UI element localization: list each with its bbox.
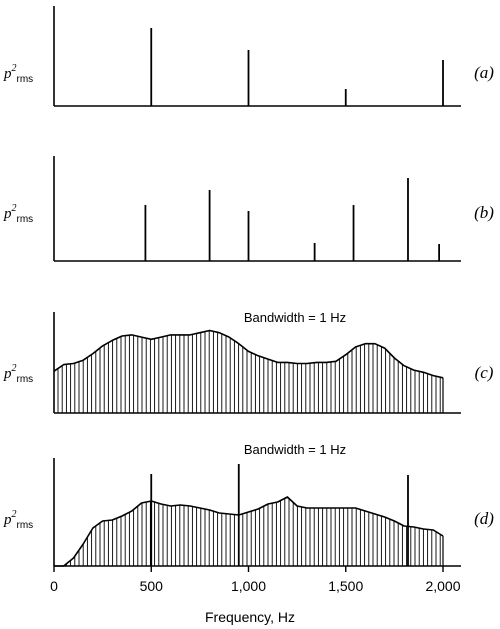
y-axis-label: p2rms (3, 203, 33, 225)
y-label-main: p (3, 66, 12, 82)
y-label-sup: 2 (12, 63, 17, 74)
x-tick-label: 2,000 (425, 578, 460, 594)
y-label-sub: rms (17, 520, 34, 531)
panel-3: p2rms (c) Bandwidth = 1 Hz (3, 310, 494, 414)
panel-4: p2rms (d) Bandwidth = 1 Hz (3, 442, 494, 567)
spectrum-hatching (65, 498, 441, 566)
y-label-sub: rms (17, 74, 34, 85)
y-label-sup: 2 (12, 203, 17, 214)
panel-1: p2rms (a) (3, 6, 494, 107)
y-axis-label: p2rms (3, 509, 33, 531)
y-axis-label: p2rms (3, 363, 33, 385)
spectrum-outline (54, 496, 444, 567)
x-tick-label: 500 (140, 578, 164, 594)
spectrum-hatching (57, 330, 441, 413)
y-label-sub: rms (17, 214, 34, 225)
y-label-sub: rms (17, 374, 34, 385)
panel-label: (b) (474, 203, 494, 222)
x-tick-label: 1,500 (328, 578, 363, 594)
y-label-main: p (3, 206, 12, 222)
panel-label: (a) (474, 63, 494, 82)
y-label-sup: 2 (12, 363, 17, 374)
y-label-sup: 2 (12, 509, 17, 520)
panel-2: p2rms (b) (3, 156, 494, 262)
spectrum-outline (53, 329, 444, 379)
bandwidth-note: Bandwidth = 1 Hz (244, 310, 346, 325)
panel-label: (d) (474, 509, 494, 528)
panel-label: (c) (475, 363, 494, 382)
bandwidth-note: Bandwidth = 1 Hz (244, 442, 346, 457)
x-axis-title: Frequency, Hz (205, 609, 295, 625)
x-tick-label: 0 (50, 578, 58, 594)
y-label-main: p (3, 512, 12, 528)
y-axis-label: p2rms (3, 63, 33, 85)
x-tick-label: 1,000 (231, 578, 266, 594)
y-label-main: p (3, 366, 12, 382)
